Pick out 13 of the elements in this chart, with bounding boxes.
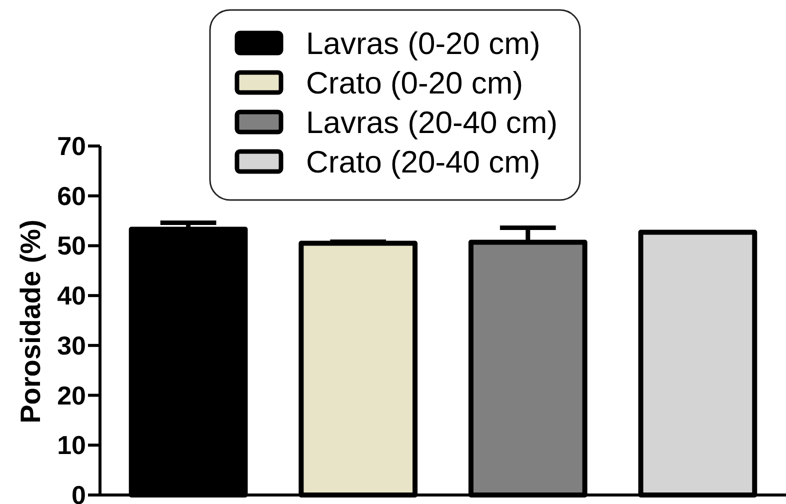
y-tick-label: 30 <box>57 330 86 360</box>
legend-label: Lavras (0-20 cm) <box>306 26 540 60</box>
legend-label: Crato (0-20 cm) <box>306 65 524 100</box>
y-tick-label: 10 <box>57 430 86 460</box>
y-tick-label: 0 <box>72 480 86 504</box>
y-tick-label: 70 <box>57 131 86 161</box>
y-tick-label: 20 <box>57 380 86 410</box>
y-axis-title: Porosidade (%) <box>14 220 46 424</box>
legend-label: Crato (20-40 cm) <box>306 144 540 179</box>
y-tick-label: 50 <box>57 230 86 261</box>
legend-label: Lavras (20-40 cm) <box>306 104 558 140</box>
y-tick-label: 40 <box>57 280 86 311</box>
y-tick-label: 60 <box>57 180 86 211</box>
